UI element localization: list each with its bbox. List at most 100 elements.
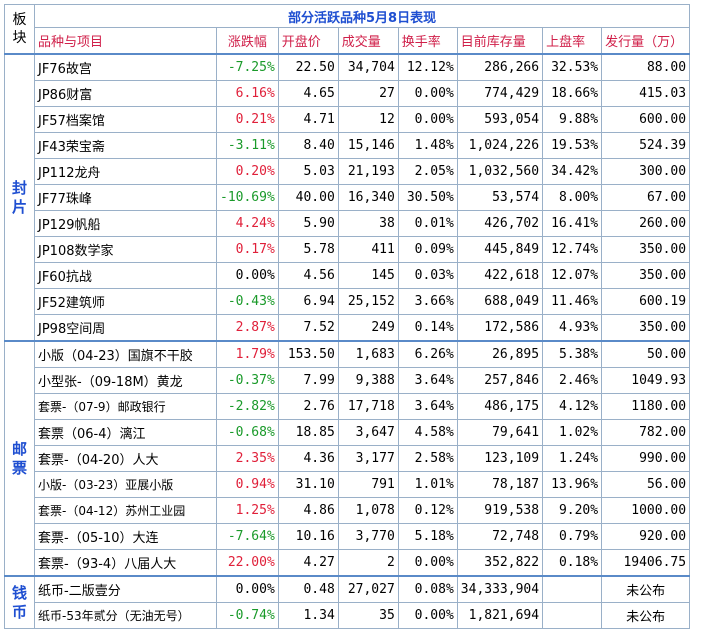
open-price-cell: 1.34 [277,602,339,629]
item-name: JF57档案馆 [34,106,217,133]
open-price-cell: 8.40 [277,132,339,159]
change-cell: 0.00% [216,262,279,289]
column-header: 目前库存量 [456,27,544,55]
rate-cell: 32.53% [542,53,603,81]
table-title: 部分活跃品种5月8日表现 [33,4,691,28]
volume-cell: 411 [337,236,399,263]
change-cell: 22.00% [216,549,279,577]
change-cell: -2.82% [216,393,279,420]
change-cell: 0.17% [216,236,279,263]
issue-cell: 300.00 [601,158,691,185]
stock-cell: 1,024,226 [456,132,544,159]
rate-cell: 8.00% [542,184,603,211]
stock-cell: 257,846 [456,367,544,394]
volume-cell: 16,340 [337,184,399,211]
table-row: 小型张-（09-18M）黄龙 -0.37% 7.99 9,388 3.64% 257,84… [5,367,691,394]
rate-cell: 4.12% [542,393,603,420]
column-header: 开盘价 [277,27,339,55]
change-cell: -7.64% [216,523,279,550]
table-row: 封片 JF76故宫 -7.25% 22.50 34,704 12.12% 286,266 32… [4,53,691,342]
volume-cell: 17,718 [337,393,399,420]
volume-cell: 35 [337,602,399,629]
volume-cell: 1,078 [337,497,399,524]
issue-cell: 1049.93 [601,367,691,394]
issue-cell: 19406.75 [601,549,691,577]
rate-cell: 13.96% [542,471,603,498]
stock-cell: 286,266 [456,53,544,81]
open-price-cell: 22.50 [277,53,339,81]
table-row: 套票-（93-4）八届人大 22.00% 4.27 2 0.00% 352,822 0.18… [5,549,691,577]
issue-cell: 88.00 [601,53,691,81]
open-price-cell: 31.10 [277,471,339,498]
turnover-cell: 1.01% [397,471,458,498]
item-name: 小版-（03-23）亚展小版 [34,471,217,498]
column-header: 换手率 [397,27,458,55]
issue-cell: 1180.00 [601,393,691,420]
volume-cell: 25,152 [337,288,399,315]
item-name: JF77珠峰 [34,184,217,211]
table-row: JP86财富 6.16% 4.65 27 0.00% 774,429 18.66% 415.0… [5,80,691,107]
rate-cell: 34.42% [542,158,603,185]
change-cell: 4.24% [216,210,279,237]
item-name: JF52建筑师 [34,288,217,315]
rate-cell: 1.24% [542,445,603,472]
item-name: 套票-（05-10）大连 [34,523,217,550]
turnover-cell: 0.00% [397,80,458,107]
change-cell: 2.87% [216,314,279,342]
item-name: 小版（04-23）国旗不干胶 [34,340,217,368]
item-name: 小型张-（09-18M）黄龙 [34,367,217,394]
stock-cell: 593,054 [456,106,544,133]
rate-cell: 0.18% [542,549,603,577]
change-cell: -7.25% [216,53,279,81]
column-header: 涨跌幅 [216,27,279,55]
item-name: 套票-（04-12）苏州工业园 [34,497,217,524]
stock-cell: 72,748 [456,523,544,550]
stock-cell: 445,849 [456,236,544,263]
turnover-cell: 0.00% [397,106,458,133]
volume-cell: 15,146 [337,132,399,159]
issue-cell: 920.00 [601,523,691,550]
stock-cell: 422,618 [456,262,544,289]
turnover-cell: 0.01% [397,210,458,237]
rate-cell [542,575,603,603]
change-cell: -0.74% [216,602,279,629]
stock-cell: 123,109 [456,445,544,472]
rate-cell [542,602,603,629]
issue-cell: 350.00 [601,314,691,342]
turnover-cell: 3.64% [397,367,458,394]
stock-cell: 352,822 [456,549,544,577]
stock-cell: 34,333,904 [456,575,544,603]
turnover-cell: 2.05% [397,158,458,185]
item-name: 套票-（93-4）八届人大 [34,549,217,577]
issue-cell: 415.03 [601,80,691,107]
table-row: 小版-（03-23）亚展小版 0.94% 31.10 791 1.01% 78,187 13… [5,471,691,498]
table-row: 邮票 小版（04-23）国旗不干胶 1.79% 153.50 1,683 6.26% 26,… [4,340,691,577]
issue-cell: 未公布 [601,575,691,603]
turnover-cell: 2.58% [397,445,458,472]
open-price-cell: 5.78 [277,236,339,263]
change-cell: 0.21% [216,106,279,133]
stock-cell: 919,538 [456,497,544,524]
issue-cell: 600.19 [601,288,691,315]
turnover-cell: 30.50% [397,184,458,211]
market-table: 板块 部分活跃品种5月8日表现 品种与项目 涨跌幅 开盘价 成交量 换手率 目前库存量 上盘… [4,4,691,629]
issue-cell: 782.00 [601,419,691,446]
table-row: JP112龙舟 0.20% 5.03 21,193 2.05% 1,032,560 34.4… [5,158,691,185]
volume-cell: 791 [337,471,399,498]
column-header: 品种与项目 [34,27,217,55]
category-label: 封片 [4,53,35,342]
rate-cell: 1.02% [542,419,603,446]
item-name: JP86财富 [34,80,217,107]
change-cell: -0.68% [216,419,279,446]
table-row: JP108数学家 0.17% 5.78 411 0.09% 445,849 12.74% 35… [5,236,691,263]
turnover-cell: 6.26% [397,340,458,368]
change-cell: 6.16% [216,80,279,107]
open-price-cell: 7.52 [277,314,339,342]
change-cell: 0.20% [216,158,279,185]
stock-cell: 1,032,560 [456,158,544,185]
table-row: JF43荣宝斋 -3.11% 8.40 15,146 1.48% 1,024,226 19.… [5,132,691,159]
rate-cell: 12.07% [542,262,603,289]
turnover-cell: 12.12% [397,53,458,81]
turnover-cell: 0.00% [397,602,458,629]
open-price-cell: 4.86 [277,497,339,524]
